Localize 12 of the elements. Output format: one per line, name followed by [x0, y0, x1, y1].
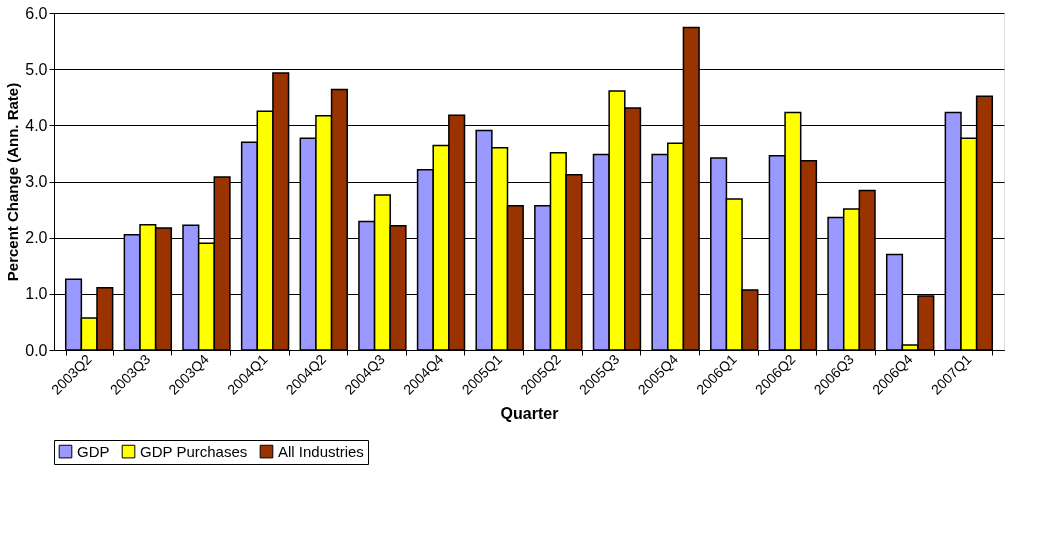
y-tick-label: 2.0	[25, 229, 48, 247]
legend-label: GDP	[77, 442, 110, 460]
y-tick-label: 4.0	[25, 116, 48, 134]
y-tick-label: 3.0	[25, 173, 48, 190]
y-tick-label: 0.0	[25, 341, 48, 359]
y-tick-label: 6.0	[25, 4, 48, 22]
y-tick-label: 1.0	[25, 285, 48, 303]
x-axis-title: Quarter	[500, 404, 559, 422]
y-tick-label: 5.0	[25, 60, 48, 78]
legend-label: All Industries	[278, 442, 364, 460]
legend-label: GDP Purchases	[140, 442, 248, 460]
y-axis-title: Percent Change (Ann. Rate)	[4, 82, 22, 282]
